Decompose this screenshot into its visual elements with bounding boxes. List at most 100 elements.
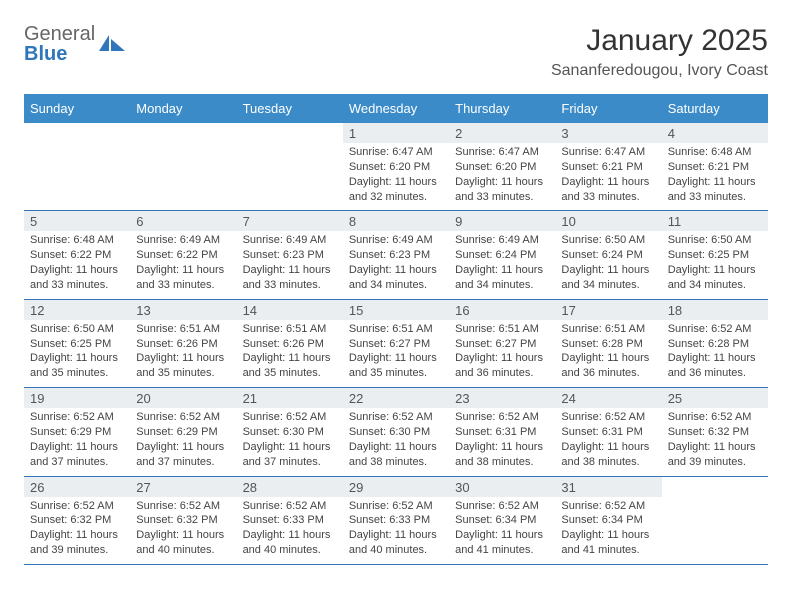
calendar-day-cell xyxy=(662,476,768,564)
day-detail-line: Daylight: 11 hours xyxy=(455,528,549,543)
day-detail-line: and 35 minutes. xyxy=(136,366,230,381)
day-detail-line: Sunset: 6:31 PM xyxy=(455,425,549,440)
day-detail-line: Sunrise: 6:47 AM xyxy=(455,145,549,160)
day-detail-line: Daylight: 11 hours xyxy=(349,528,443,543)
calendar-day-cell: 22Sunrise: 6:52 AMSunset: 6:30 PMDayligh… xyxy=(343,388,449,476)
day-detail-line: Sunrise: 6:51 AM xyxy=(561,322,655,337)
calendar-day-cell: 13Sunrise: 6:51 AMSunset: 6:26 PMDayligh… xyxy=(130,299,236,387)
day-details: Sunrise: 6:50 AMSunset: 6:25 PMDaylight:… xyxy=(662,231,768,292)
day-detail-line: Daylight: 11 hours xyxy=(668,440,762,455)
day-details: Sunrise: 6:50 AMSunset: 6:25 PMDaylight:… xyxy=(24,320,130,381)
day-number: 1 xyxy=(343,123,449,143)
day-number: 16 xyxy=(449,300,555,320)
day-detail-line: Sunset: 6:27 PM xyxy=(349,337,443,352)
day-detail-line: Sunset: 6:25 PM xyxy=(668,248,762,263)
day-detail-line: Sunset: 6:28 PM xyxy=(561,337,655,352)
day-detail-line: and 33 minutes. xyxy=(30,278,124,293)
day-detail-line: Daylight: 11 hours xyxy=(455,175,549,190)
day-detail-line: Daylight: 11 hours xyxy=(349,263,443,278)
calendar-day-cell xyxy=(237,123,343,211)
calendar-day-cell: 8 Sunrise: 6:49 AMSunset: 6:23 PMDaylight… xyxy=(343,211,449,299)
day-detail-line: Sunrise: 6:47 AM xyxy=(349,145,443,160)
day-detail-line: Sunset: 6:32 PM xyxy=(668,425,762,440)
calendar-day-cell: 14Sunrise: 6:51 AMSunset: 6:26 PMDayligh… xyxy=(237,299,343,387)
day-detail-line: and 41 minutes. xyxy=(455,543,549,558)
day-number: 9 xyxy=(449,211,555,231)
page: General Blue January 2025 Sananferedougo… xyxy=(0,0,792,581)
day-detail-line: Sunrise: 6:52 AM xyxy=(561,410,655,425)
day-detail-line: Daylight: 11 hours xyxy=(668,175,762,190)
day-detail-line: and 34 minutes. xyxy=(349,278,443,293)
day-detail-line: Sunrise: 6:49 AM xyxy=(349,233,443,248)
day-details: Sunrise: 6:52 AMSunset: 6:31 PMDaylight:… xyxy=(449,408,555,469)
day-details: Sunrise: 6:51 AMSunset: 6:26 PMDaylight:… xyxy=(130,320,236,381)
day-detail-line: Daylight: 11 hours xyxy=(136,528,230,543)
day-header: Tuesday xyxy=(237,94,343,123)
calendar-day-cell: 27Sunrise: 6:52 AMSunset: 6:32 PMDayligh… xyxy=(130,476,236,564)
day-detail-line: and 39 minutes. xyxy=(30,543,124,558)
day-detail-line: Daylight: 11 hours xyxy=(30,351,124,366)
day-detail-line: and 34 minutes. xyxy=(668,278,762,293)
day-detail-line: Sunrise: 6:52 AM xyxy=(561,499,655,514)
day-detail-line: Daylight: 11 hours xyxy=(561,175,655,190)
day-detail-line: Daylight: 11 hours xyxy=(243,440,337,455)
day-detail-line: Daylight: 11 hours xyxy=(561,528,655,543)
day-detail-line: Daylight: 11 hours xyxy=(561,440,655,455)
day-number: 31 xyxy=(555,477,661,497)
day-detail-line: Daylight: 11 hours xyxy=(136,351,230,366)
calendar-body: 1Sunrise: 6:47 AMSunset: 6:20 PMDaylight… xyxy=(24,123,768,564)
day-detail-line: and 40 minutes. xyxy=(349,543,443,558)
day-detail-line: Sunrise: 6:52 AM xyxy=(668,322,762,337)
day-header: Thursday xyxy=(449,94,555,123)
calendar-day-cell: 7Sunrise: 6:49 AMSunset: 6:23 PMDaylight… xyxy=(237,211,343,299)
day-detail-line: Sunset: 6:26 PM xyxy=(243,337,337,352)
page-title: January 2025 xyxy=(551,24,768,58)
day-detail-line: and 38 minutes. xyxy=(455,455,549,470)
day-detail-line: Sunrise: 6:52 AM xyxy=(455,499,549,514)
day-detail-line: Sunset: 6:34 PM xyxy=(561,513,655,528)
day-detail-line: Sunrise: 6:52 AM xyxy=(136,499,230,514)
day-number: 27 xyxy=(130,477,236,497)
day-detail-line: Sunset: 6:21 PM xyxy=(561,160,655,175)
day-detail-line: Daylight: 11 hours xyxy=(349,351,443,366)
day-number: 25 xyxy=(662,388,768,408)
calendar-day-cell: 1Sunrise: 6:47 AMSunset: 6:20 PMDaylight… xyxy=(343,123,449,211)
day-details: Sunrise: 6:48 AMSunset: 6:22 PMDaylight:… xyxy=(24,231,130,292)
calendar-week-row: 26Sunrise: 6:52 AMSunset: 6:32 PMDayligh… xyxy=(24,476,768,564)
day-detail-line: Daylight: 11 hours xyxy=(30,263,124,278)
calendar-header-row: SundayMondayTuesdayWednesdayThursdayFrid… xyxy=(24,94,768,123)
day-number: 30 xyxy=(449,477,555,497)
day-number: 8 xyxy=(343,211,449,231)
day-detail-line: Daylight: 11 hours xyxy=(243,528,337,543)
day-detail-line: and 39 minutes. xyxy=(668,455,762,470)
day-detail-line: Daylight: 11 hours xyxy=(668,263,762,278)
logo-word-bottom: Blue xyxy=(24,44,95,64)
day-number: 10 xyxy=(555,211,661,231)
day-detail-line: Sunrise: 6:51 AM xyxy=(136,322,230,337)
day-number: 3 xyxy=(555,123,661,143)
day-detail-line: Sunset: 6:23 PM xyxy=(349,248,443,263)
day-detail-line: Sunset: 6:22 PM xyxy=(136,248,230,263)
day-detail-line: and 41 minutes. xyxy=(561,543,655,558)
day-detail-line: Sunrise: 6:51 AM xyxy=(243,322,337,337)
day-details: Sunrise: 6:52 AMSunset: 6:29 PMDaylight:… xyxy=(24,408,130,469)
day-detail-line: Sunrise: 6:49 AM xyxy=(455,233,549,248)
day-details: Sunrise: 6:52 AMSunset: 6:34 PMDaylight:… xyxy=(449,497,555,558)
calendar-day-cell: 12Sunrise: 6:50 AMSunset: 6:25 PMDayligh… xyxy=(24,299,130,387)
day-details: Sunrise: 6:52 AMSunset: 6:29 PMDaylight:… xyxy=(130,408,236,469)
logo: General Blue xyxy=(24,24,129,64)
calendar-day-cell: 10Sunrise: 6:50 AMSunset: 6:24 PMDayligh… xyxy=(555,211,661,299)
day-number: 4 xyxy=(662,123,768,143)
day-details: Sunrise: 6:52 AMSunset: 6:32 PMDaylight:… xyxy=(130,497,236,558)
day-details: Sunrise: 6:52 AMSunset: 6:33 PMDaylight:… xyxy=(343,497,449,558)
day-number: 17 xyxy=(555,300,661,320)
day-detail-line: and 33 minutes. xyxy=(136,278,230,293)
day-details: Sunrise: 6:52 AMSunset: 6:30 PMDaylight:… xyxy=(237,408,343,469)
day-details: Sunrise: 6:51 AMSunset: 6:27 PMDaylight:… xyxy=(449,320,555,381)
day-detail-line: Daylight: 11 hours xyxy=(136,263,230,278)
calendar-day-cell xyxy=(130,123,236,211)
day-detail-line: Daylight: 11 hours xyxy=(243,351,337,366)
calendar-day-cell: 19Sunrise: 6:52 AMSunset: 6:29 PMDayligh… xyxy=(24,388,130,476)
day-detail-line: Sunrise: 6:49 AM xyxy=(136,233,230,248)
day-details: Sunrise: 6:51 AMSunset: 6:26 PMDaylight:… xyxy=(237,320,343,381)
